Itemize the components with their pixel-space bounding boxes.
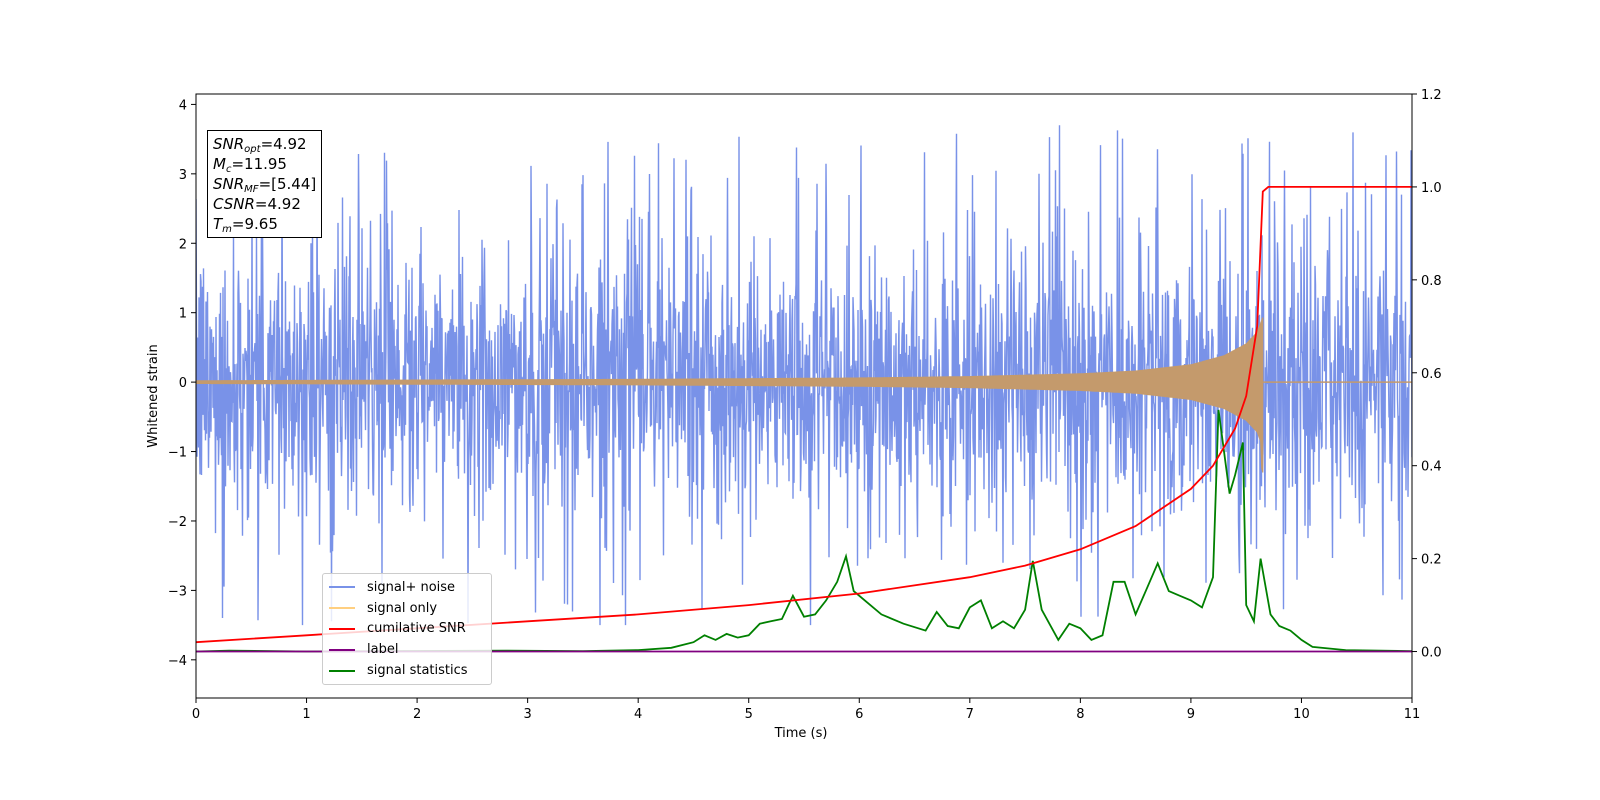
y-tick-label: −1 [168, 446, 187, 461]
x-axis: 0 1 2 3 4 5 6 7 8 9 10 11 [192, 698, 1420, 722]
y-axis-title: Whitened strain [146, 344, 161, 447]
x-tick-label: 0 [192, 707, 200, 722]
x-tick-label: 7 [966, 707, 974, 722]
snr-mf-symbol: SNR [213, 175, 245, 193]
legend-label: signal statistics [367, 663, 468, 679]
legend-item-signal-only: signal only [329, 598, 485, 619]
csnr-value: =4.92 [254, 195, 301, 213]
y-tick-label: 1 [179, 307, 187, 322]
series-signal-noise [196, 125, 1412, 626]
tm-value: =9.65 [231, 215, 278, 233]
legend-item-signal-noise: signal+ noise [329, 577, 485, 598]
y2-tick-label: 0.0 [1421, 646, 1442, 661]
x-tick-label: 11 [1404, 707, 1421, 722]
y-axis-left: −4 −3 −2 −1 0 1 2 3 4 [168, 98, 196, 669]
mc-symbol: M [213, 155, 226, 173]
y-tick-label: 0 [179, 376, 187, 391]
y2-tick-label: 1.0 [1421, 181, 1442, 196]
legend-swatch [329, 586, 355, 589]
series-cumulative-snr [196, 186, 1412, 644]
y-tick-label: 2 [179, 237, 187, 252]
legend-swatch [329, 669, 355, 672]
x-tick-label: 10 [1293, 707, 1310, 722]
y2-tick-label: 1.2 [1421, 88, 1442, 103]
legend: signal+ noise signal only cumilative SNR… [322, 573, 492, 685]
series-signal-only [196, 317, 1264, 473]
x-axis-title: Time (s) [774, 726, 828, 741]
legend-swatch [329, 627, 355, 630]
x-tick-label: 4 [634, 707, 642, 722]
tm-row: Tm=9.65 [213, 214, 316, 235]
snr-opt-subscript: opt [244, 144, 261, 155]
x-tick-label: 1 [302, 707, 310, 722]
y2-tick-label: 0.6 [1421, 367, 1442, 382]
legend-label: cumilative SNR [367, 621, 466, 637]
y-tick-label: 4 [179, 98, 187, 113]
mc-value: =11.95 [231, 155, 287, 173]
mc-row: Mc=11.95 [213, 154, 316, 175]
legend-label: signal+ noise [367, 579, 456, 595]
legend-label: signal only [367, 600, 438, 616]
y-tick-label: 3 [179, 168, 187, 183]
y-tick-label: −3 [168, 584, 187, 599]
legend-swatch [329, 648, 355, 651]
series-signal-statistics [196, 409, 1412, 653]
legend-item-signal-statistics: signal statistics [329, 660, 485, 681]
legend-item-cumulative-snr: cumilative SNR [329, 619, 485, 640]
x-tick-label: 3 [523, 707, 531, 722]
y2-tick-label: 0.8 [1421, 274, 1442, 289]
csnr-row: CSNR=4.92 [213, 194, 316, 214]
legend-label: label [367, 642, 399, 658]
snr-mf-row: SNRMF=[5.44] [213, 174, 317, 195]
y2-tick-label: 0.2 [1421, 553, 1442, 568]
snr-opt-row: SNRopt=4.92 [213, 134, 316, 155]
y-tick-label: −4 [168, 654, 187, 669]
x-tick-label: 8 [1076, 707, 1084, 722]
csnr-symbol: CSNR [213, 195, 255, 213]
legend-item-label: label [329, 639, 485, 660]
mc-subscript: c [225, 164, 232, 175]
x-tick-label: 5 [745, 707, 753, 722]
tm-subscript: m [222, 224, 232, 235]
snr-opt-value: =4.92 [260, 135, 307, 153]
snr-info-box: SNRopt=4.92 Mc=11.95 SNRMF=[5.44] CSNR=4… [207, 130, 323, 238]
snr-mf-value: =[5.44] [258, 175, 317, 193]
y-axis-right: 0.0 0.2 0.4 0.6 0.8 1.0 1.2 [1412, 88, 1442, 661]
y2-tick-label: 0.4 [1421, 460, 1442, 475]
tm-symbol: T [213, 215, 223, 233]
snr-opt-symbol: SNR [213, 135, 245, 153]
legend-swatch [329, 607, 355, 610]
snr-mf-subscript: MF [244, 184, 259, 195]
x-tick-label: 6 [855, 707, 863, 722]
x-tick-label: 2 [413, 707, 421, 722]
y-tick-label: −2 [168, 515, 187, 530]
x-tick-label: 9 [1187, 707, 1195, 722]
plot-frame [195, 93, 1413, 699]
